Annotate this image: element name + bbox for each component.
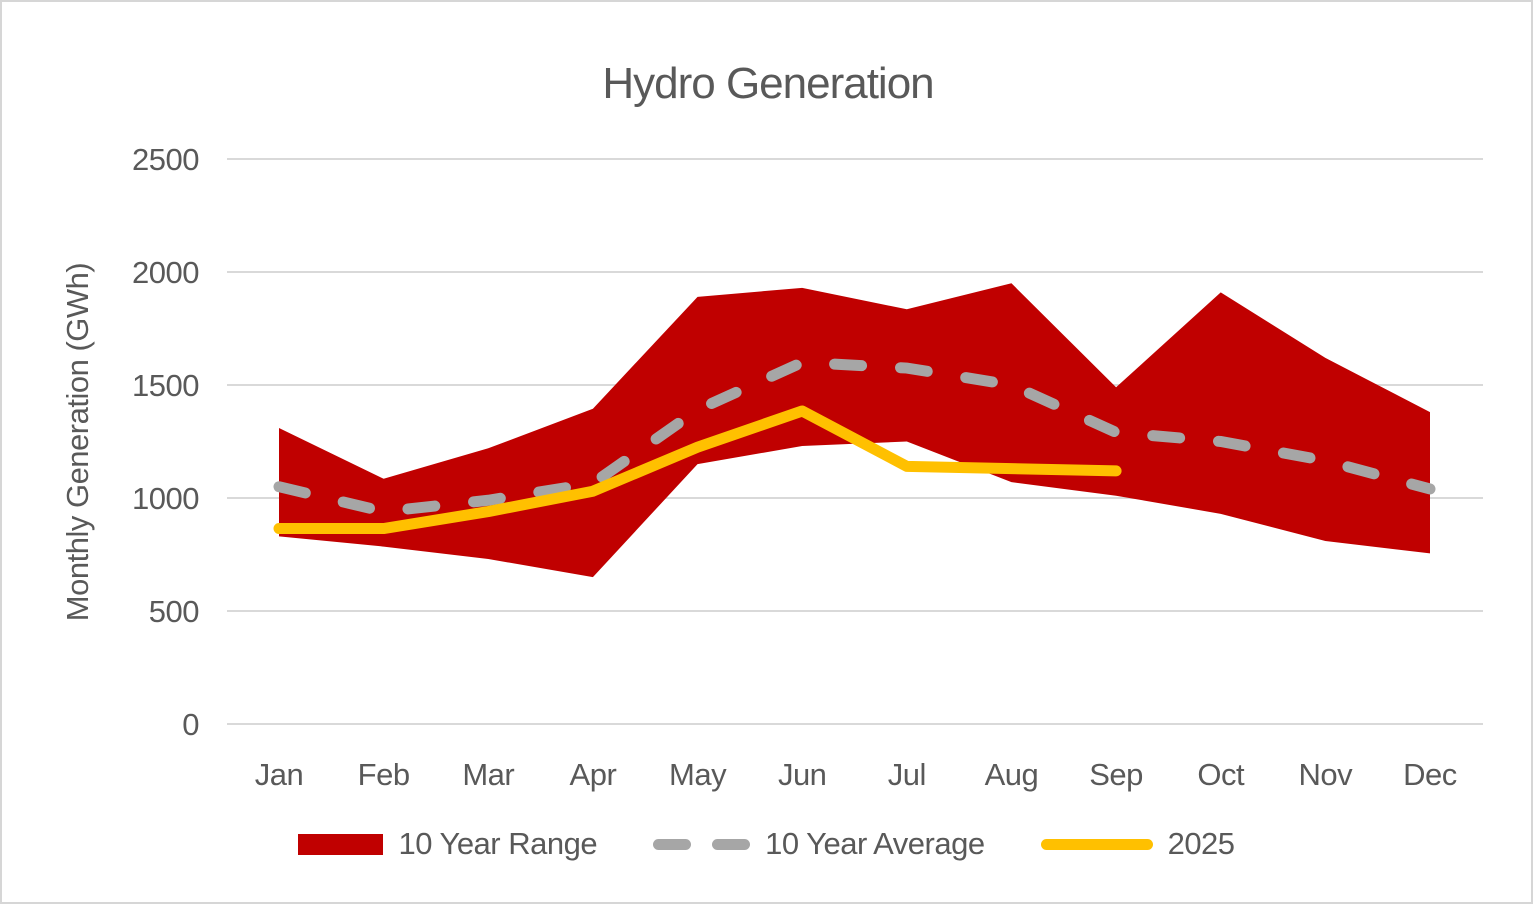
legend-label: 10 Year Average (765, 826, 985, 861)
legend-label: 2025 (1167, 826, 1235, 861)
legend-dash (653, 838, 692, 850)
legend-dash (712, 838, 751, 850)
y-tick-label-1500: 1500 (132, 368, 199, 403)
series-2025-line (273, 405, 1122, 535)
legend-swatch-dashed-line (653, 838, 751, 850)
chart-title: Hydro Generation (602, 59, 933, 108)
y-tick-label-2500: 2500 (132, 142, 199, 177)
x-tick-label-dec: Dec (1403, 757, 1457, 792)
y-tick-label-0: 0 (182, 707, 199, 742)
legend-swatch-line (1040, 838, 1153, 850)
ten-year-average-line (273, 356, 1436, 518)
x-tick-label-jan: Jan (255, 757, 303, 792)
legend-swatch-band (298, 833, 384, 855)
ten-year-range-band (279, 283, 1430, 578)
legend-item-10-year-average: 10 Year Average (653, 826, 985, 862)
x-tick-label-apr: Apr (570, 757, 617, 792)
x-tick-label-oct: Oct (1197, 757, 1245, 792)
y-tick-label-2000: 2000 (132, 255, 199, 290)
x-tick-label-jun: Jun (778, 757, 826, 792)
x-tick-label-mar: Mar (462, 757, 514, 792)
y-tick-label-1000: 1000 (132, 481, 199, 516)
x-tick-label-may: May (669, 757, 727, 792)
x-tick-label-feb: Feb (358, 757, 410, 792)
legend-item-2025: 2025 (1040, 826, 1235, 862)
x-tick-label-nov: Nov (1299, 757, 1354, 792)
x-tick-label-jul: Jul (888, 757, 926, 792)
x-tick-label-aug: Aug (985, 757, 1039, 792)
legend: 10 Year Range 10 Year Average 2025 (2, 820, 1531, 868)
y-tick-label-500: 500 (149, 594, 199, 629)
x-tick-label-sep: Sep (1089, 757, 1143, 792)
y-axis-tick-labels: 0 500 1000 1500 2000 2500 (132, 142, 200, 742)
y-axis-title: Monthly Generation (GWh) (60, 263, 95, 621)
legend-item-10-year-range: 10 Year Range (298, 826, 598, 862)
x-axis-tick-labels: Jan Feb Mar Apr May Jun Jul Aug Sep Oct Nov Dec (255, 757, 1458, 792)
legend-label: 10 Year Range (398, 826, 598, 861)
